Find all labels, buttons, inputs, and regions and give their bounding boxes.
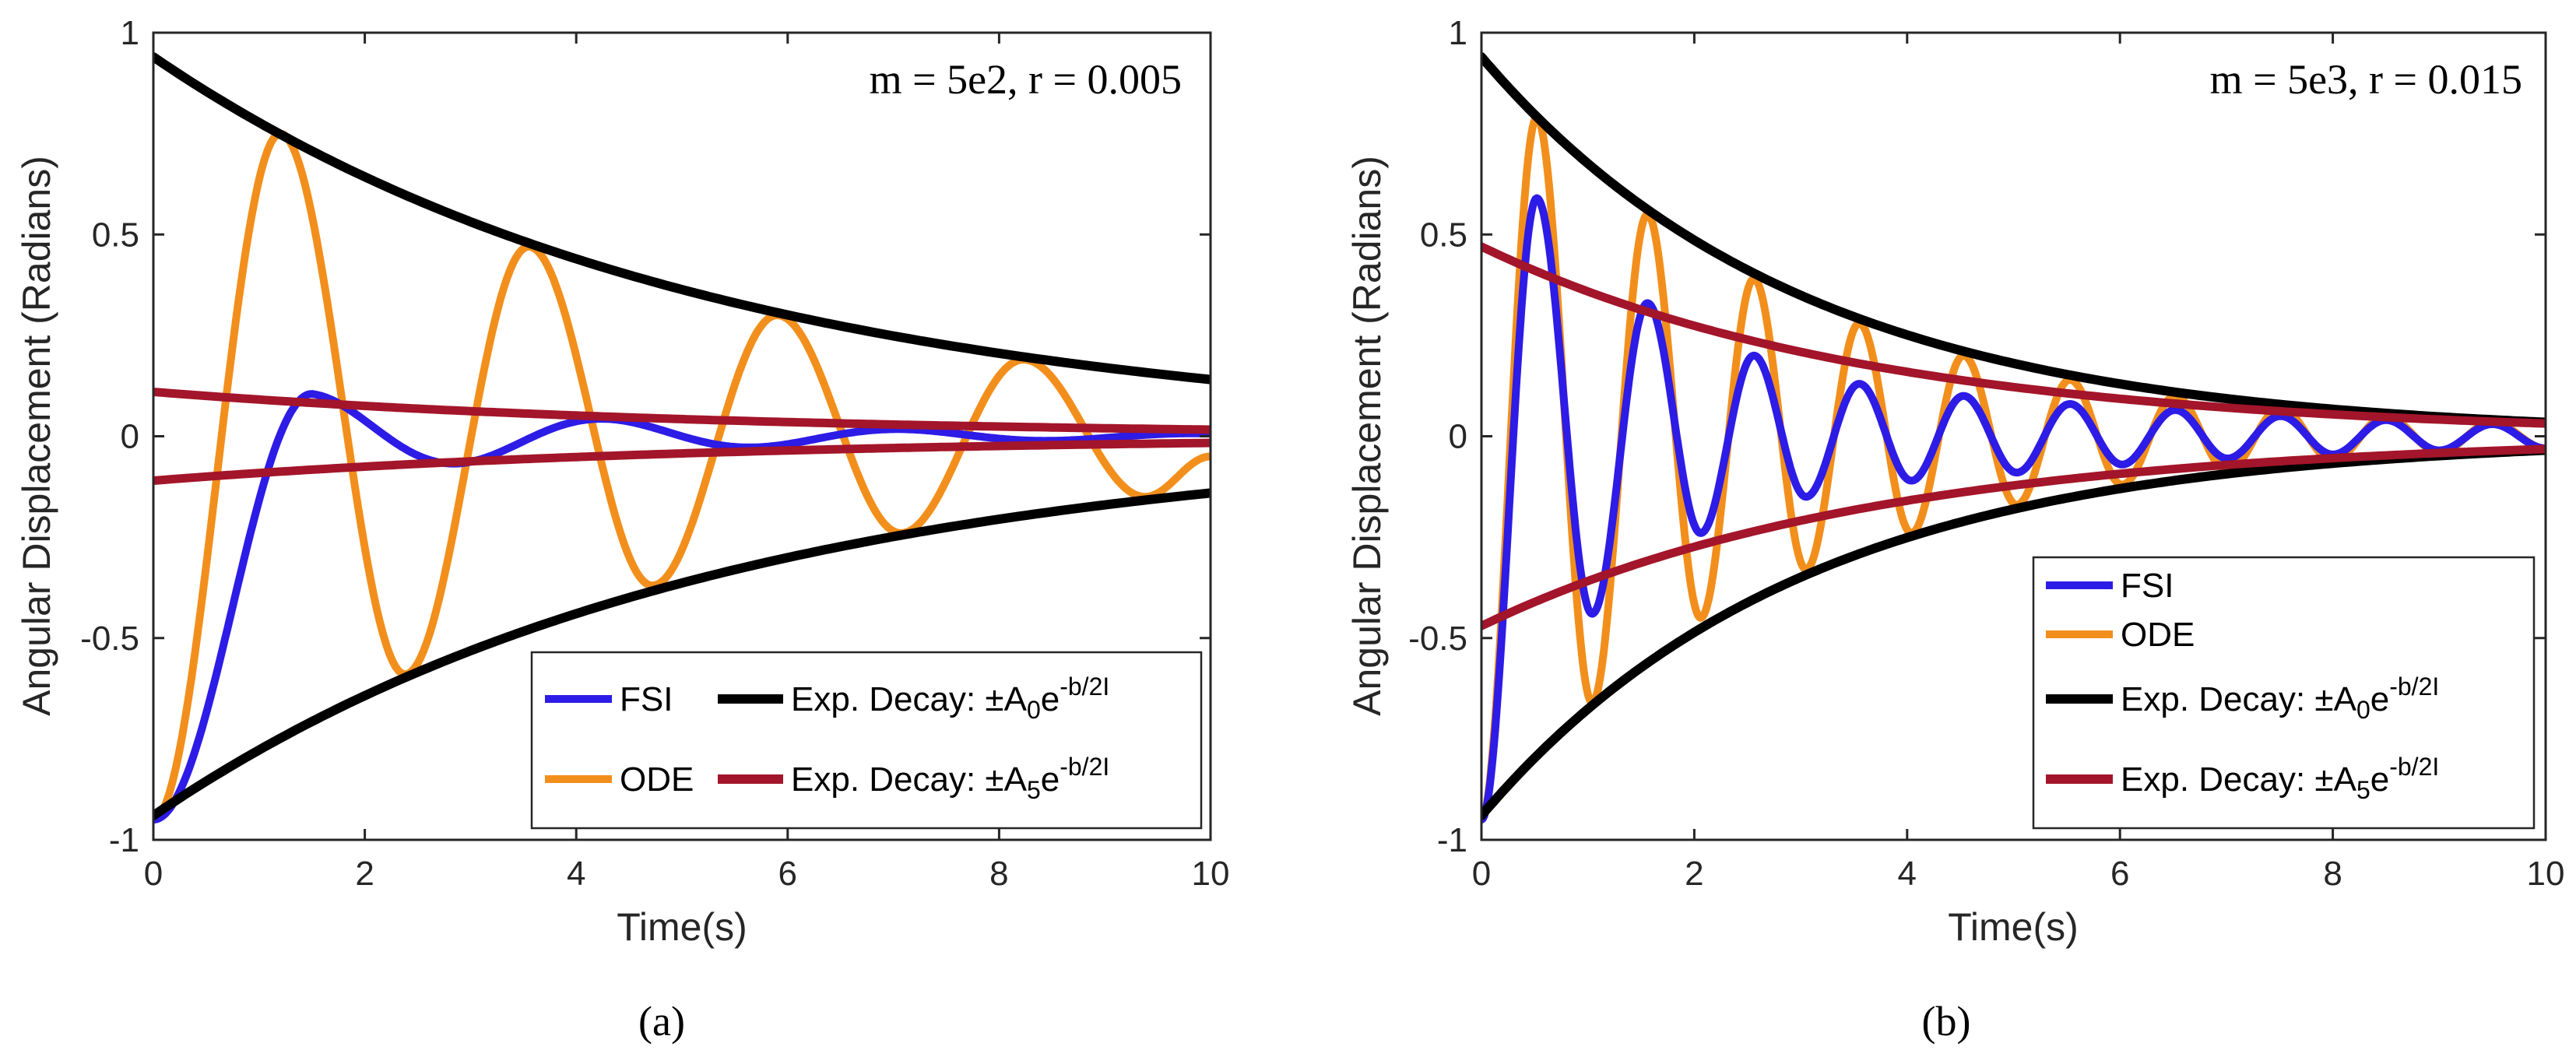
legend-exp-a5-text-a: Exp. Decay: ±A (791, 760, 1028, 799)
x-tick-label-a: 0 (144, 855, 163, 893)
y-tick-label-b: 1 (1449, 14, 1467, 52)
legend-exp-a0-base-a: e (1041, 680, 1060, 718)
legend-exp-a0-sub-a: 0 (1027, 696, 1041, 724)
series-fsi-a-line (153, 390, 1211, 824)
legend-label-ode-b: ODE (2121, 616, 2195, 654)
legend-exp-a5-text-b: Exp. Decay: ±A (2121, 760, 2357, 799)
panel-b: 0 2 4 6 8 10 -1 -0.5 0 0.5 1 m = 5e3, r = 0.015 Ti… (1345, 14, 2564, 1045)
y-axis-label-a: Angular Displacement (Radians) (15, 156, 58, 716)
panel-a: 0 2 4 6 8 10 -1 -0.5 0 0.5 1 m = 5e2, r = 0.005 Ti… (15, 14, 1229, 1045)
series-fsi-b-line (1481, 194, 2546, 824)
legend-exp-a5-sup-a: -b/2I (1060, 753, 1109, 781)
legend-label-fsi-a: FSI (620, 680, 673, 718)
legend-b: FSI ODE Exp. Decay: ±A0e-b/2I Exp. Decay… (2032, 556, 2536, 830)
annotation-a: m = 5e2, r = 0.005 (870, 56, 1182, 103)
plot-frame-b (1480, 31, 2547, 841)
series-exp-decay-a5-a-lower (153, 438, 1211, 485)
legend-exp-a5-sub-b: 5 (2356, 776, 2370, 804)
x-tick-label-b: 8 (2323, 855, 2342, 893)
legend-label-exp-a5-b: Exp. Decay: ±A5e-b/2I (2121, 753, 2439, 804)
y-tick-label-a: 1 (121, 14, 139, 52)
legend-label-exp-a5-a: Exp. Decay: ±A5e-b/2I (791, 753, 1109, 804)
legend-exp-a0-text-a: Exp. Decay: ±A (791, 680, 1028, 718)
x-tick-label-b: 6 (2110, 855, 2129, 893)
series-exp-decay-a5-b-upper (1481, 242, 2546, 428)
y-tick-label-a: -0.5 (80, 620, 139, 658)
x-tick-label-b: 4 (1898, 855, 1917, 893)
series-exp-decay-a5-b-lower (1481, 444, 2546, 630)
legend-label-ode-a: ODE (620, 760, 694, 799)
y-tick-label-b: 0 (1449, 418, 1467, 456)
y-tick-label-b: 0.5 (1420, 216, 1467, 254)
x-tick-label-a: 6 (778, 855, 797, 893)
x-tick-label-a: 2 (355, 855, 374, 893)
legend-exp-a5-sup-b: -b/2I (2389, 753, 2439, 781)
y-tick-label-a: 0.5 (92, 216, 139, 254)
annotation-b: m = 5e3, r = 0.015 (2210, 56, 2522, 103)
x-tick-label-a: 10 (1192, 855, 1230, 893)
y-tick-label-a: 0 (121, 418, 139, 456)
y-axis-label-b: Angular Displacement (Radians) (1345, 156, 1389, 716)
legend-exp-a0-base-b: e (2370, 680, 2389, 718)
series-exp-decay-a5-a-upper (153, 388, 1211, 434)
legend-a: FSI ODE Exp. Decay: ±A0e-b/2I Exp. Decay… (530, 651, 1203, 830)
y-tick-label-a: -1 (109, 821, 139, 859)
legend-label-fsi-b: FSI (2121, 567, 2174, 605)
legend-box-a (530, 651, 1203, 830)
legend-exp-a5-sub-a: 5 (1027, 776, 1041, 804)
legend-label-exp-a0-b: Exp. Decay: ±A0e-b/2I (2121, 672, 2439, 724)
legend-exp-a0-text-b: Exp. Decay: ±A (2121, 680, 2357, 718)
legend-label-exp-a0-a: Exp. Decay: ±A0e-b/2I (791, 672, 1109, 724)
x-tick-label-b: 2 (1685, 855, 1703, 893)
series-exp-decay-a0-a-upper (153, 52, 1211, 385)
legend-exp-a5-base-a: e (1041, 760, 1060, 799)
legend-exp-a5-base-b: e (2370, 760, 2389, 799)
x-tick-label-b: 0 (1472, 855, 1491, 893)
caption-b: (b) (1922, 998, 1971, 1045)
series-exp-decay-a0-a-lower (153, 488, 1211, 820)
y-tick-label-b: -1 (1437, 821, 1467, 859)
plot-frame-a (152, 31, 1212, 841)
x-axis-label-a: Time(s) (617, 905, 747, 949)
y-tick-label-b: -0.5 (1408, 620, 1467, 658)
legend-exp-a0-sup-b: -b/2I (2389, 672, 2439, 701)
x-axis-label-b: Time(s) (1948, 905, 2079, 949)
caption-a: (a) (638, 998, 685, 1045)
x-tick-label-a: 8 (989, 855, 1008, 893)
legend-exp-a0-sub-b: 0 (2356, 696, 2370, 724)
x-tick-label-a: 4 (567, 855, 585, 893)
legend-exp-a0-sup-a: -b/2I (1060, 672, 1109, 701)
legend-box-b (2032, 556, 2536, 830)
x-tick-label-b: 10 (2527, 855, 2565, 893)
